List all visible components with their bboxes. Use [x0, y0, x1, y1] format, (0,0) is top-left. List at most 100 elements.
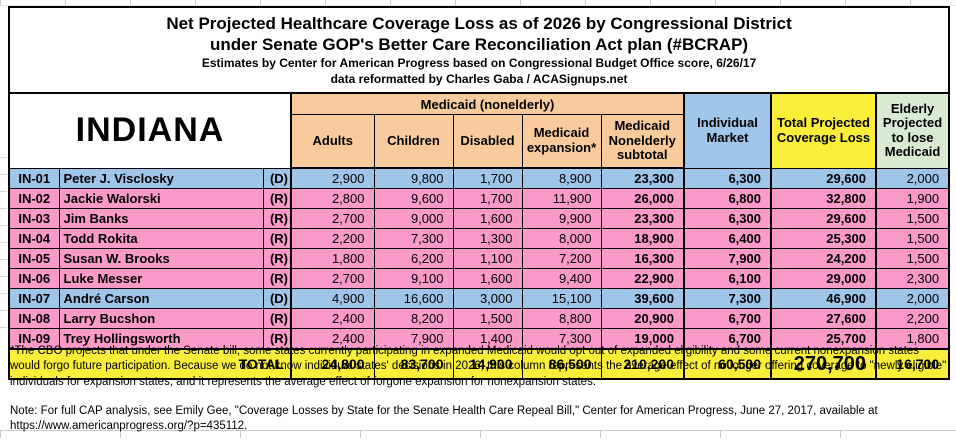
rep-name-cell: Jim Banks	[58, 208, 264, 229]
party-cell: (R)	[262, 308, 292, 329]
total-loss-cell: 27,600	[770, 308, 877, 329]
children-cell: 8,200	[373, 308, 454, 329]
spreadsheet-gridlines-bottom	[0, 430, 956, 438]
children-cell: 9,000	[373, 208, 454, 229]
subtotal-cell: 16,300	[600, 248, 685, 269]
subtotal-cell: 18,900	[600, 228, 685, 249]
children-cell: 9,100	[373, 268, 454, 289]
header-individual-market: Individual Market	[683, 92, 772, 169]
district-cell: IN-04	[8, 228, 60, 249]
disabled-cell: 1,600	[452, 268, 523, 289]
elderly-cell: 1,500	[874, 208, 950, 229]
table-title-block: Net Projected Healthcare Coverage Loss a…	[8, 6, 950, 94]
party-cell: (R)	[262, 188, 292, 209]
expansion-cell: 9,900	[521, 208, 602, 229]
header-adults: Adults	[290, 114, 375, 169]
rep-name-cell: Jackie Walorski	[58, 188, 264, 209]
total-adults-cell: 24,800	[290, 348, 375, 380]
total-row: TOTAL 24,800 83,700 14,900 86,500 210,20…	[8, 348, 950, 380]
title-line-2: under Senate GOP's Better Care Reconcili…	[210, 35, 749, 55]
table-row-in07: IN-07 André Carson (D) 4,900 16,600 3,00…	[8, 288, 950, 309]
elderly-cell: 2,300	[874, 268, 950, 289]
adults-cell: 2,400	[290, 328, 375, 350]
district-cell: IN-09	[8, 328, 60, 350]
district-cell: IN-07	[8, 288, 60, 309]
subtotal-cell: 39,600	[600, 288, 685, 309]
adults-cell: 2,400	[290, 308, 375, 329]
children-cell: 7,300	[373, 228, 454, 249]
disabled-cell: 1,500	[452, 308, 523, 329]
title-line-3: Estimates by Center for American Progres…	[201, 56, 757, 71]
disabled-cell: 3,000	[452, 288, 523, 309]
header-group-row: INDIANA Medicaid (nonelderly) Individual…	[8, 92, 950, 169]
total-loss-cell: 24,200	[770, 248, 877, 269]
individual-market-cell: 7,300	[683, 288, 772, 309]
individual-market-cell: 6,400	[683, 228, 772, 249]
subtotal-cell: 22,900	[600, 268, 685, 289]
disabled-cell: 1,700	[452, 167, 523, 189]
district-cell: IN-03	[8, 208, 60, 229]
total-loss-cell: 29,000	[770, 268, 877, 289]
total-loss-cell: 29,600	[770, 208, 877, 229]
individual-market-cell: 6,300	[683, 208, 772, 229]
rep-name-cell: Peter J. Visclosky	[58, 167, 264, 189]
adults-cell: 2,200	[290, 228, 375, 249]
coverage-loss-table: Net Projected Healthcare Coverage Loss a…	[8, 6, 951, 380]
rep-name-cell: Larry Bucshon	[58, 308, 264, 329]
header-total-coverage-loss: Total Projected Coverage Loss	[770, 92, 877, 169]
header-medicaid-group: Medicaid (nonelderly)	[290, 92, 685, 115]
party-cell: (R)	[262, 228, 292, 249]
total-label: TOTAL	[8, 348, 292, 380]
children-cell: 16,600	[373, 288, 454, 309]
elderly-cell: 1,900	[874, 188, 950, 209]
expansion-cell: 8,900	[521, 167, 602, 189]
elderly-cell: 1,800	[874, 328, 950, 350]
subtotal-cell: 23,300	[600, 167, 685, 189]
total-loss-cell: 29,600	[770, 167, 877, 189]
asterisk-footnote: *The CBO projects that under the Senate …	[10, 345, 947, 388]
expansion-cell: 9,400	[521, 268, 602, 289]
children-cell: 9,800	[373, 167, 454, 189]
table-row-in08: IN-08 Larry Bucshon (R) 2,400 8,200 1,50…	[8, 308, 950, 329]
total-expansion-cell: 86,500	[521, 348, 602, 380]
individual-market-cell: 6,300	[683, 167, 772, 189]
adults-cell: 2,900	[290, 167, 375, 189]
header-columns-row: Adults Children Disabled Medicaid expans…	[9, 114, 949, 169]
adults-cell: 4,900	[290, 288, 375, 309]
elderly-cell: 1,500	[874, 248, 950, 269]
expansion-cell: 8,000	[521, 228, 602, 249]
individual-market-cell: 6,700	[683, 308, 772, 329]
cap-source-note: Note: For full CAP analysis, see Emily G…	[10, 404, 878, 433]
subtotal-cell: 23,300	[600, 208, 685, 229]
rep-name-cell: André Carson	[58, 288, 264, 309]
title-row: Net Projected Healthcare Coverage Loss a…	[8, 6, 950, 94]
elderly-cell: 1,500	[874, 228, 950, 249]
children-cell: 6,200	[373, 248, 454, 269]
expansion-cell: 8,800	[521, 308, 602, 329]
party-cell: (D)	[262, 288, 292, 309]
total-disabled-cell: 14,900	[452, 348, 523, 380]
children-cell: 7,900	[373, 328, 454, 350]
district-cell: IN-01	[8, 167, 60, 189]
total-children-cell: 83,700	[373, 348, 454, 380]
table-row-in04: IN-04 Todd Rokita (R) 2,200 7,300 1,300 …	[8, 228, 950, 249]
table-row-in06: IN-06 Luke Messer (R) 2,700 9,100 1,600 …	[8, 268, 950, 289]
disabled-cell: 1,700	[452, 188, 523, 209]
header-children: Children	[373, 114, 454, 169]
table-row-in01: IN-01 Peter J. Visclosky (D) 2,900 9,800…	[8, 167, 950, 189]
district-cell: IN-02	[8, 188, 60, 209]
header-elderly-medicaid: Elderly Projected to lose Medicaid	[874, 92, 950, 169]
table-row-in05: IN-05 Susan W. Brooks (R) 1,800 6,200 1,…	[8, 248, 950, 269]
individual-market-cell: 7,900	[683, 248, 772, 269]
total-subtotal-cell: 210,200	[600, 348, 685, 380]
state-label: INDIANA	[8, 92, 292, 169]
subtotal-cell: 20,900	[600, 308, 685, 329]
expansion-cell: 15,100	[521, 288, 602, 309]
party-cell: (D)	[262, 167, 292, 189]
header-medicaid-expansion: Medicaid expansion*	[521, 114, 602, 169]
district-cell: IN-08	[8, 308, 60, 329]
adults-cell: 1,800	[290, 248, 375, 269]
title-line-4: data reformatted by Charles Gaba / ACASi…	[330, 71, 628, 86]
total-loss-cell: 46,900	[770, 288, 877, 309]
adults-cell: 2,700	[290, 208, 375, 229]
